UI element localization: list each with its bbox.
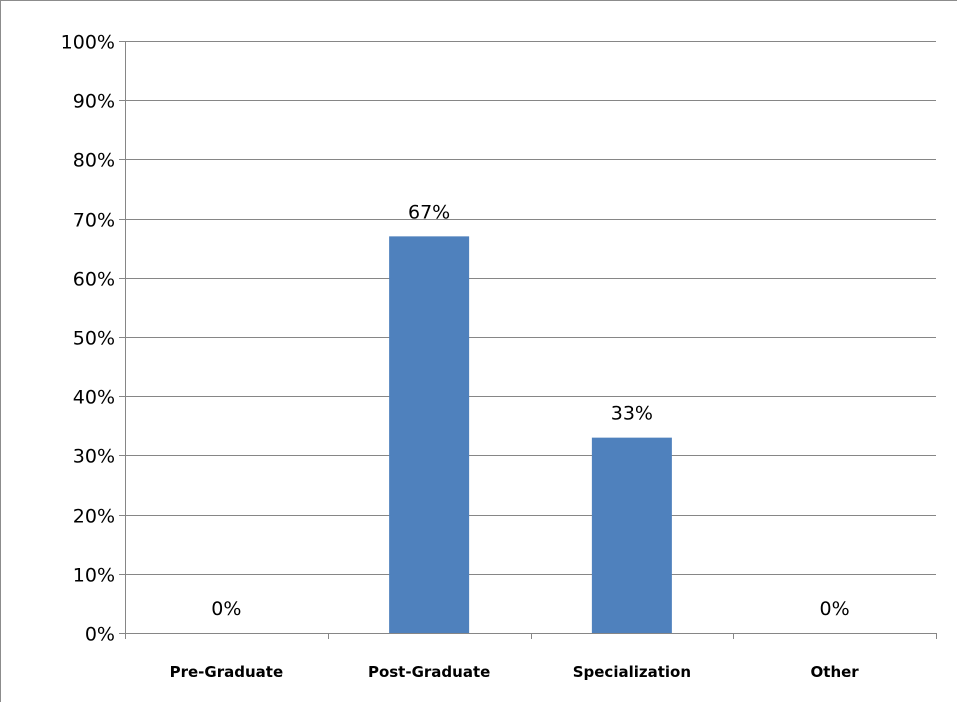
bar-specialization: [591, 437, 672, 633]
y-tick-label: 90%: [73, 91, 115, 113]
data-label: 0%: [820, 598, 850, 620]
y-tick-label: 20%: [73, 506, 115, 528]
y-axis-tick-labels: 0% 10% 20% 30% 40% 50% 60% 70% 80% 90% 100%: [61, 32, 115, 646]
x-category-label: Other: [811, 663, 860, 681]
y-tick-label: 50%: [73, 328, 115, 350]
bars: [389, 236, 672, 634]
x-axis-category-labels: Pre-Graduate Post-Graduate Specialization O…: [170, 663, 860, 681]
y-tick-label: 40%: [73, 387, 115, 409]
y-tick-label: 100%: [61, 32, 115, 54]
y-tick-label: 10%: [73, 565, 115, 587]
axes: [119, 41, 937, 639]
gridlines: [125, 41, 936, 575]
x-category-label: Specialization: [573, 663, 691, 681]
x-category-label: Pre-Graduate: [170, 663, 284, 681]
y-tick-label: 30%: [73, 446, 115, 468]
data-label: 33%: [611, 403, 653, 425]
y-tick-label: 70%: [73, 210, 115, 232]
data-label: 67%: [408, 201, 450, 223]
x-category-label: Post-Graduate: [368, 663, 490, 681]
bar-post-graduate: [389, 236, 470, 634]
y-tick-label: 0%: [85, 624, 115, 646]
y-tick-label: 80%: [73, 150, 115, 172]
data-label: 0%: [211, 598, 241, 620]
data-labels: 0% 67% 33% 0%: [211, 201, 849, 620]
y-tick-label: 60%: [73, 269, 115, 291]
